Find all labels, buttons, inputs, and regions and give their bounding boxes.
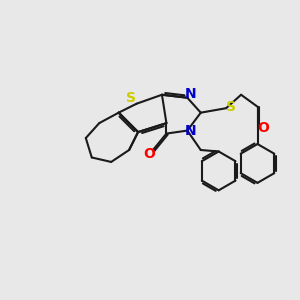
Text: O: O (143, 147, 155, 160)
Text: N: N (185, 87, 197, 101)
Text: N: N (185, 124, 197, 138)
Text: S: S (126, 91, 136, 105)
Text: S: S (226, 100, 236, 114)
Text: O: O (257, 121, 269, 135)
